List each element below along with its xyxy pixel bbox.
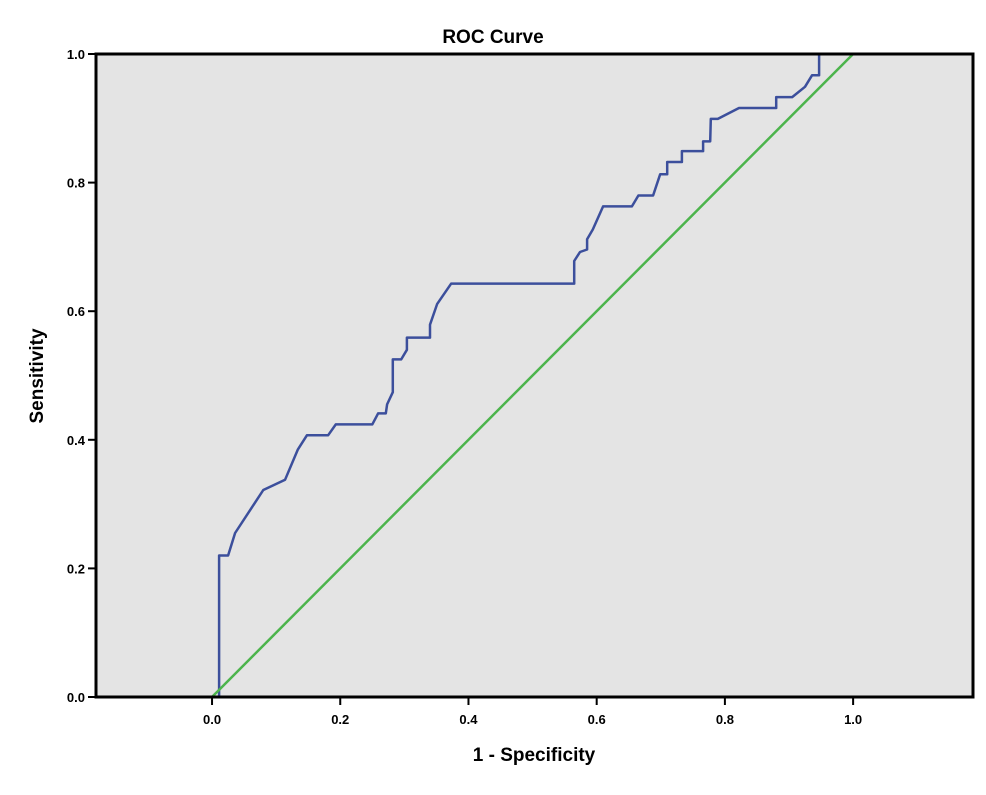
x-tick-label: 0.0: [203, 712, 221, 727]
y-axis-label: Sensitivity: [27, 328, 48, 423]
x-tick-label: 0.8: [716, 712, 734, 727]
y-tick-label: 0.2: [67, 561, 85, 576]
y-tick-label: 0.4: [67, 433, 86, 448]
x-tick-label: 0.2: [331, 712, 349, 727]
y-axis: 0.0 0.2 0.4 0.6 0.8 1.0: [67, 47, 96, 705]
reference-diagonal-line: [211, 53, 854, 698]
x-axis-label: 1 - Specificity: [473, 745, 596, 766]
x-tick-label: 0.6: [588, 712, 606, 727]
x-tick-label: 1.0: [844, 712, 862, 727]
y-tick-label: 0.8: [67, 176, 85, 191]
roc-curve-line: [217, 52, 854, 697]
y-tick-label: 0.0: [67, 690, 85, 705]
series-layer: [211, 52, 854, 698]
y-tick-label: 0.6: [67, 304, 85, 319]
y-tick-label: 1.0: [67, 47, 85, 62]
plot-border: [94, 52, 975, 699]
plot-area: [96, 54, 973, 697]
chart-title: ROC Curve: [442, 27, 543, 48]
x-tick-label: 0.4: [459, 712, 478, 727]
x-axis: 0.0 0.2 0.4 0.6 0.8 1.0: [203, 697, 862, 727]
